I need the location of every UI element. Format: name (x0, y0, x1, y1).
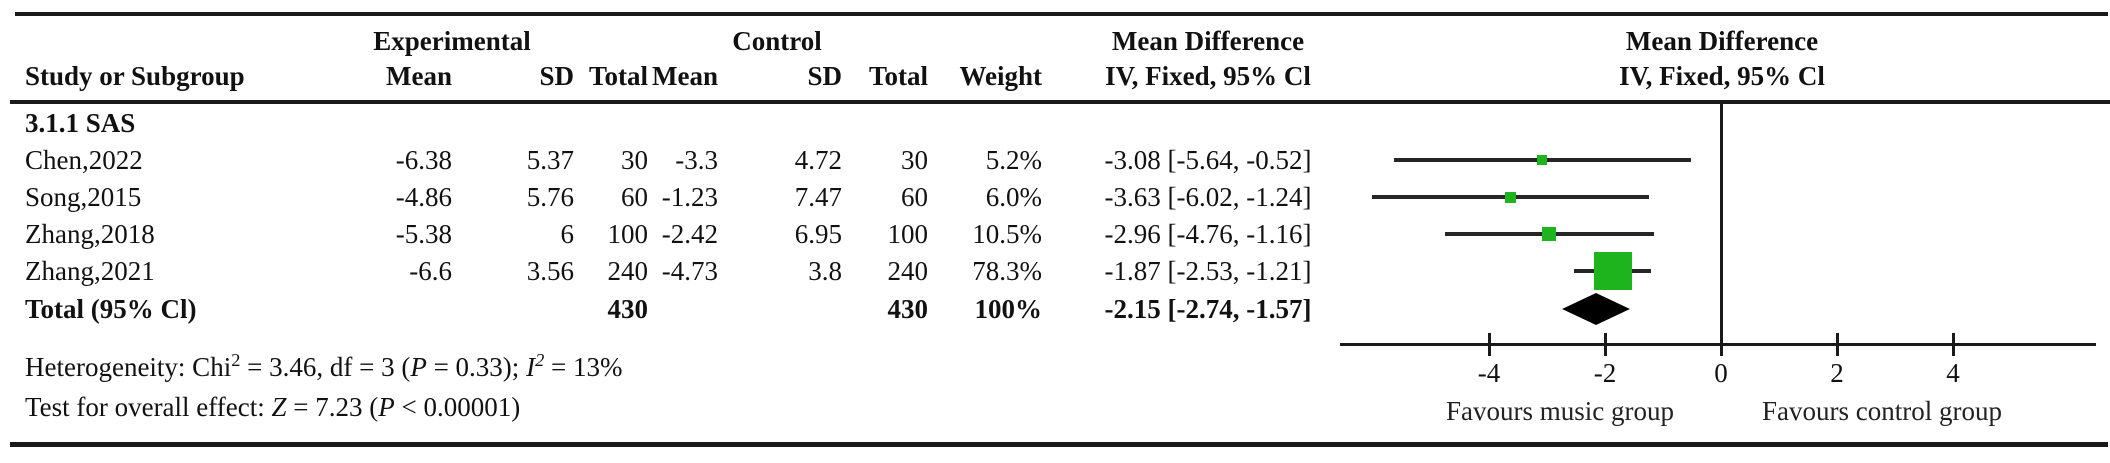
text-segment: = 7.23 ( (286, 392, 379, 422)
header-study-or-subgroup: Study or Subgroup (25, 61, 245, 91)
header-separator-rule (10, 100, 2110, 104)
row-ctl_mean: -4.73 (661, 255, 718, 286)
text-segment: Heterogeneity: Chi (25, 352, 232, 382)
axis-tick (1835, 333, 1839, 356)
row-exp_sd: 5.76 (526, 181, 574, 212)
row-exp_mean: -4.86 (395, 181, 452, 212)
zero-line (1719, 104, 1723, 346)
header-control: Control (732, 26, 822, 56)
text-segment: I (526, 352, 536, 382)
axis-line (1340, 343, 2096, 346)
row-weight: 10.5% (972, 218, 1042, 249)
favours-left-label: Favours music group (1446, 396, 1674, 426)
row-exp_total: 30 (621, 144, 648, 175)
forest-point-square (1504, 191, 1516, 203)
text-segment: P (410, 352, 427, 382)
row-ctl_sd: 6.95 (794, 218, 842, 249)
total-ctl_total: 430 (887, 293, 929, 324)
subgroup-label: 3.1.1 SAS (25, 107, 136, 138)
forest-point-square (1542, 227, 1557, 241)
row-ctl_mean: -1.23 (661, 181, 718, 212)
axis-tick-label: 4 (1946, 358, 1960, 388)
header-ctl-mean: Mean (652, 61, 718, 91)
total-weight: 100% (974, 293, 1043, 324)
axis-tick (1951, 333, 1955, 356)
row-study: Zhang,2021 (25, 255, 155, 286)
heterogeneity-text: Heterogeneity: Chi2 = 3.46, df = 3 (P = … (25, 349, 622, 386)
row-exp_total: 60 (621, 181, 648, 212)
axis-tick-label: -2 (1593, 358, 1617, 388)
header-experimental: Experimental (373, 26, 531, 56)
text-segment: = 3.46, df = 3 ( (240, 352, 411, 382)
row-study: Song,2015 (25, 181, 142, 212)
row-exp_sd: 3.56 (526, 255, 574, 286)
row-exp_mean: -5.38 (395, 218, 452, 249)
axis-tick (1603, 333, 1607, 356)
header-mean-difference-table: Mean Difference (1111, 26, 1305, 56)
row-ctl_sd: 7.47 (794, 181, 842, 212)
row-ci: -3.63 [-6.02, -1.24] (1104, 181, 1312, 212)
header-exp-total: Total (588, 61, 648, 91)
row-ctl_mean: -2.42 (661, 218, 718, 249)
top-rule (15, 12, 2108, 16)
text-segment: = 0.33); (426, 352, 527, 382)
axis-tick-label: 0 (1714, 358, 1728, 388)
bottom-rule (10, 442, 2108, 447)
axis-tick-label: 2 (1830, 358, 1844, 388)
axis-tick (1719, 333, 1723, 356)
row-weight: 78.3% (972, 255, 1042, 286)
total-study: Total (95% Cl) (25, 293, 197, 324)
text-segment: 2 (535, 350, 545, 370)
row-exp_mean: -6.6 (409, 255, 452, 286)
header-mean-difference-plot: Mean Difference (1625, 26, 1819, 56)
row-exp_sd: 6 (560, 218, 575, 249)
header-iv-fixed-plot: IV, Fixed, 95% Cl (1619, 61, 1825, 91)
row-exp_sd: 5.37 (526, 144, 574, 175)
text-segment: 2 (231, 350, 241, 370)
row-weight: 5.2% (985, 144, 1042, 175)
text-segment: P (378, 392, 395, 422)
forest-point-square (1537, 155, 1548, 165)
row-weight: 6.0% (985, 181, 1042, 212)
text-segment: Test for overall effect: (25, 392, 272, 422)
row-ci: -3.08 [-5.64, -0.52] (1104, 144, 1312, 175)
forest-point-square (1593, 252, 1632, 290)
row-ci: -2.96 [-4.76, -1.16] (1104, 218, 1312, 249)
row-exp_total: 240 (607, 255, 649, 286)
header-ctl-sd: SD (807, 61, 842, 91)
header-iv-fixed-table: IV, Fixed, 95% Cl (1105, 61, 1311, 91)
row-ctl_total: 30 (901, 144, 928, 175)
header-ctl-total: Total (868, 61, 928, 91)
header-exp-mean: Mean (386, 61, 452, 91)
text-segment: < 0.00001) (394, 392, 521, 422)
header-weight: Weight (959, 61, 1042, 91)
row-exp_mean: -6.38 (395, 144, 452, 175)
forest-diamond (1562, 293, 1630, 325)
total-ci: -2.15 [-2.74, -1.57] (1104, 293, 1312, 324)
row-ci: -1.87 [-2.53, -1.21] (1104, 255, 1312, 286)
row-ctl_total: 60 (901, 181, 928, 212)
row-study: Chen,2022 (25, 144, 143, 175)
axis-tick (1487, 333, 1491, 356)
favours-right-label: Favours control group (1762, 396, 2002, 426)
row-ctl_sd: 4.72 (794, 144, 842, 175)
row-ctl_sd: 3.8 (808, 255, 842, 286)
total-exp_total: 430 (607, 293, 649, 324)
header-exp-sd: SD (539, 61, 574, 91)
overall-effect-text: Test for overall effect: Z = 7.23 (P < 0… (25, 389, 520, 426)
row-ctl_total: 240 (887, 255, 929, 286)
row-ctl_total: 100 (887, 218, 929, 249)
text-segment: Z (271, 392, 287, 422)
row-study: Zhang,2018 (25, 218, 155, 249)
row-ctl_mean: -3.3 (675, 144, 718, 175)
row-exp_total: 100 (607, 218, 649, 249)
text-segment: = 13% (544, 352, 623, 382)
axis-tick-label: -4 (1477, 358, 1501, 388)
